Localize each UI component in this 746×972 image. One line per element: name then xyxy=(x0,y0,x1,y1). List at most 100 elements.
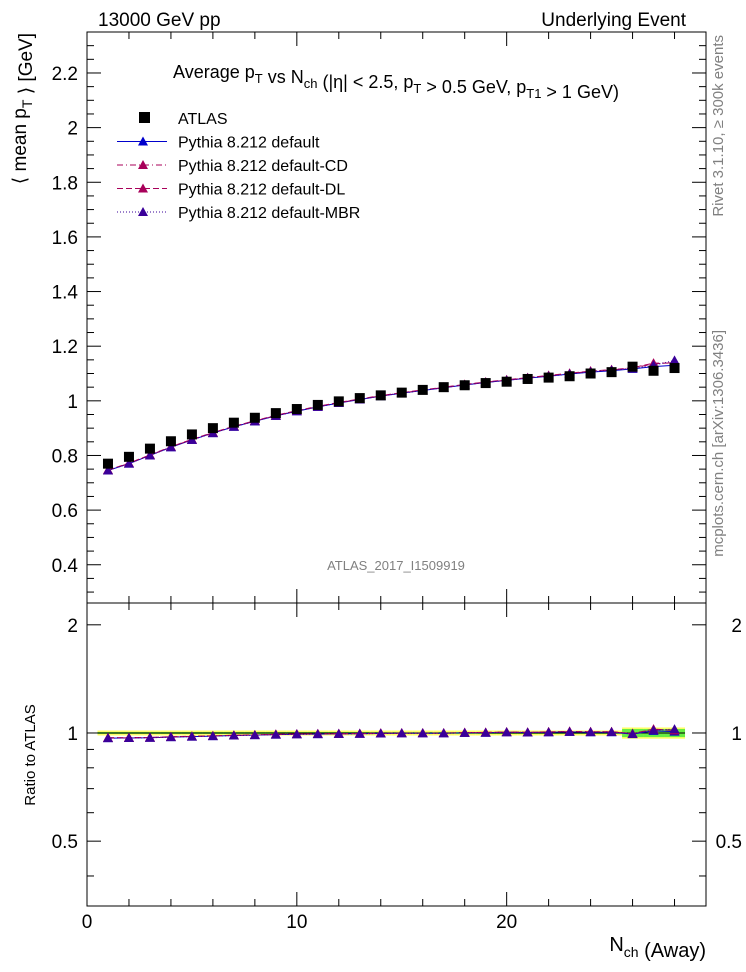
ratio-tick-label-left: 0.5 xyxy=(52,832,78,853)
ratio-marker-3 xyxy=(186,731,197,741)
ratio-tick-label-left: 2 xyxy=(67,616,78,637)
ratio-marker-3 xyxy=(375,728,386,738)
ratio-marker-3 xyxy=(627,728,638,738)
header-right: Underlying Event xyxy=(541,10,686,31)
ratio-marker-3 xyxy=(606,726,617,736)
atlas-data-point xyxy=(186,429,197,440)
ratio-marker-3 xyxy=(291,729,302,739)
atlas-data-point xyxy=(249,412,260,423)
ratio-plot-frame xyxy=(86,602,707,907)
series-line-1 xyxy=(107,362,675,471)
atlas-data-point xyxy=(144,443,155,454)
y-tick-label: 2.2 xyxy=(52,64,78,85)
series-marker-3 xyxy=(669,355,680,365)
legend-label-2: Pythia 8.212 default-DL xyxy=(178,182,345,199)
ratio-marker-3 xyxy=(417,728,428,738)
ratio-marker-3 xyxy=(564,726,575,736)
atlas-data-point xyxy=(375,390,386,401)
y-tick-label: 0.6 xyxy=(52,501,78,522)
series-marker-3 xyxy=(165,442,176,452)
legend-marker-1 xyxy=(138,160,148,169)
x-axis-label: Nch (Away) xyxy=(609,934,706,962)
analysis-watermark: ATLAS_2017_I1509919 xyxy=(327,558,465,573)
ratio-marker-3 xyxy=(123,732,134,742)
y-tick-label: 0.8 xyxy=(52,446,78,467)
legend-label-3: Pythia 8.212 default-MBR xyxy=(178,205,360,222)
atlas-data-point xyxy=(606,367,617,378)
mcplots-side-label: mcplots.cern.ch [arXiv:1306.3436] xyxy=(710,330,727,557)
ratio-marker-3 xyxy=(165,732,176,742)
y-axis-label: ⟨ mean pT ⟩ [GeV] xyxy=(10,33,37,184)
ratio-marker-3 xyxy=(333,728,344,738)
y-tick-label: 1.4 xyxy=(52,283,79,304)
atlas-data-point xyxy=(648,365,659,376)
ratio-marker-3 xyxy=(102,733,113,743)
atlas-data-point xyxy=(480,378,491,389)
legend-marker-3 xyxy=(138,207,148,216)
atlas-data-point xyxy=(417,384,428,395)
atlas-data-point xyxy=(291,404,302,415)
atlas-data-point xyxy=(102,458,113,469)
ratio-tick-label-right: 2 xyxy=(731,616,742,637)
axes: 0 10 20 0.4 0.6 0.8 1 1.2 1.4 1.6 1.8 2 2.2 0.5 0.5 1 1 2… xyxy=(52,32,742,933)
atlas-data-point xyxy=(396,387,407,398)
legend: ATLAS Pythia 8.212 default Pythia 8.212 de… xyxy=(117,111,360,222)
atlas-data-point xyxy=(123,451,134,462)
legend-label-atlas: ATLAS xyxy=(178,111,228,128)
ratio-tick-label-left: 1 xyxy=(67,724,78,745)
atlas-data-point xyxy=(522,373,533,384)
header-left: 13000 GeV pp xyxy=(98,10,221,31)
ratio-line-2 xyxy=(107,728,675,739)
data-points xyxy=(102,361,680,469)
legend-marker-atlas xyxy=(139,112,150,123)
atlas-data-point xyxy=(207,423,218,434)
atlas-data-point xyxy=(459,380,470,391)
legend-marker-2 xyxy=(138,183,148,193)
y-tick-label: 0.4 xyxy=(52,556,79,577)
ratio-marker-3 xyxy=(480,727,491,737)
atlas-data-point xyxy=(627,361,638,372)
ratio-marker-3 xyxy=(228,730,239,740)
ratio-marker-3 xyxy=(459,727,470,737)
series-marker-3 xyxy=(144,450,155,460)
chart-title: Average pT vs Nch (|η| < 2.5, pT > 0.5 G… xyxy=(173,62,619,102)
ratio-marker-3 xyxy=(648,725,659,735)
atlas-data-point xyxy=(543,372,554,383)
atlas-data-point xyxy=(312,399,323,410)
atlas-data-point xyxy=(585,368,596,379)
atlas-data-point xyxy=(438,382,449,393)
legend-marker-0 xyxy=(138,136,148,146)
ratio-series xyxy=(102,724,680,743)
atlas-data-point xyxy=(501,376,512,387)
x-tick-label: 10 xyxy=(286,912,307,933)
atlas-data-point xyxy=(270,408,281,419)
series-marker-3 xyxy=(123,458,134,468)
ratio-marker-3 xyxy=(501,727,512,737)
atlas-data-point xyxy=(165,436,176,447)
y-tick-label: 1.2 xyxy=(52,337,78,358)
y-tick-label: 1.8 xyxy=(52,173,78,194)
ratio-marker-3 xyxy=(270,729,281,739)
atlas-data-point xyxy=(333,396,344,407)
ratio-marker-3 xyxy=(144,732,155,742)
ratio-marker-3 xyxy=(438,728,449,738)
series-line-0 xyxy=(107,364,675,471)
x-tick-label: 0 xyxy=(82,912,93,933)
ratio-marker-3 xyxy=(312,729,323,739)
series-marker-3 xyxy=(102,465,113,475)
ratio-marker-3 xyxy=(207,731,218,741)
y-tick-label: 2 xyxy=(67,119,78,140)
rivet-side-label: Rivet 3.1.10, ≥ 300k events xyxy=(710,35,727,217)
legend-label-1: Pythia 8.212 default-CD xyxy=(178,158,348,175)
ratio-marker-3 xyxy=(669,724,680,734)
atlas-data-point xyxy=(354,393,365,404)
series-line-2 xyxy=(107,362,675,471)
atlas-data-point xyxy=(564,371,575,382)
ratio-marker-3 xyxy=(543,727,554,737)
ratio-marker-3 xyxy=(585,727,596,737)
y-tick-label: 1.6 xyxy=(52,228,78,249)
ratio-tick-label-right: 1 xyxy=(731,724,742,745)
y-tick-label: 1 xyxy=(67,392,78,413)
ratio-y-axis-label: Ratio to ATLAS xyxy=(22,704,39,805)
